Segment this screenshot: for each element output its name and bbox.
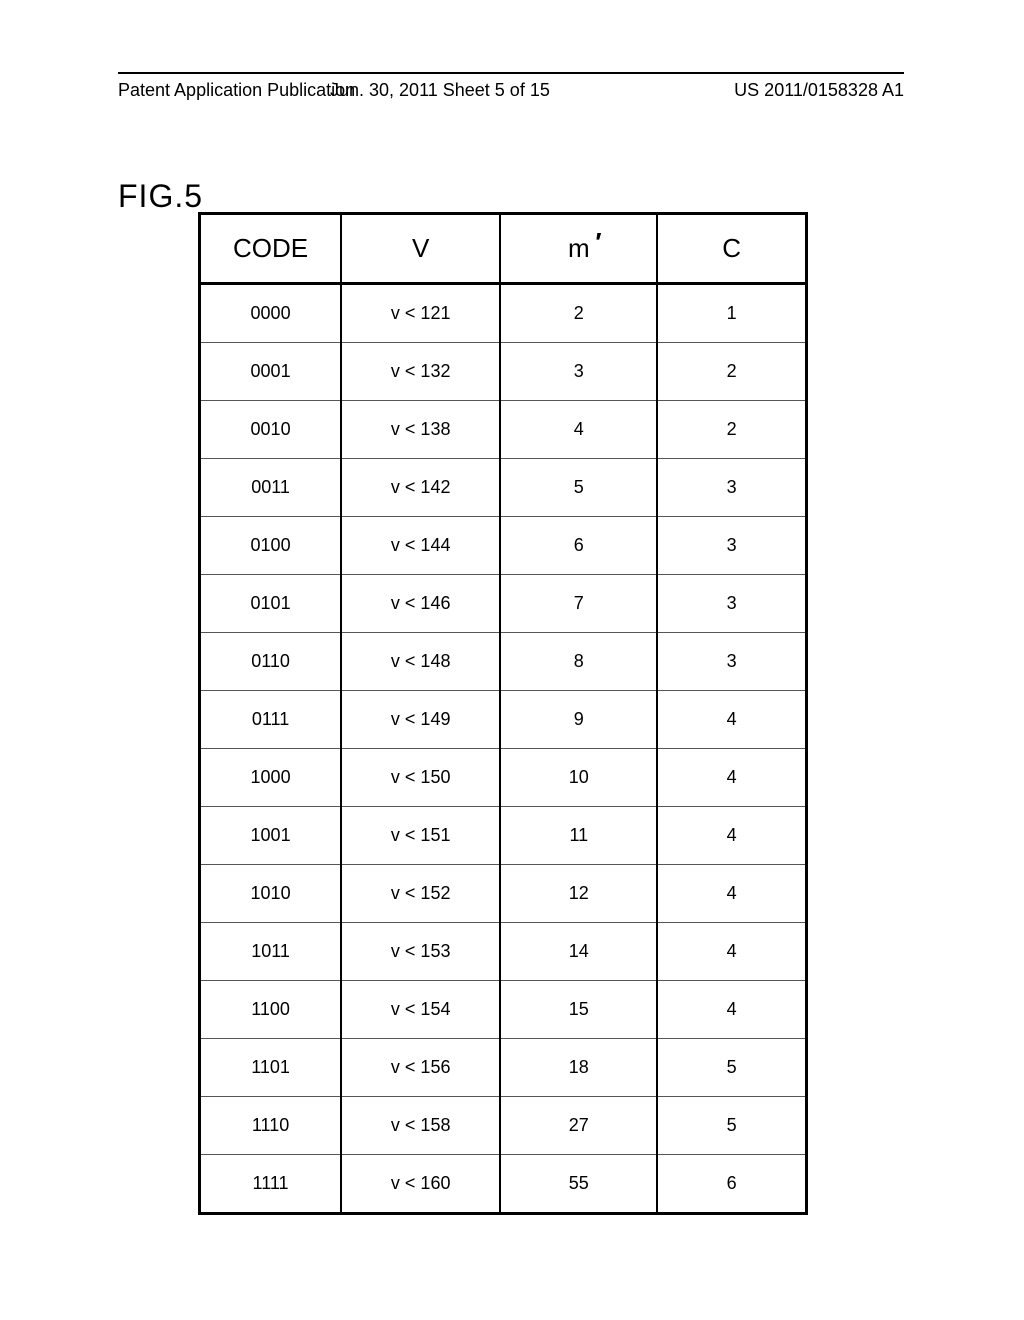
- cell-m: 8: [500, 633, 657, 691]
- cell-v: v < 154: [341, 981, 500, 1039]
- cell-c: 6: [657, 1155, 806, 1214]
- table-row: 1000v < 150104: [200, 749, 807, 807]
- table-row: 1101v < 156185: [200, 1039, 807, 1097]
- cell-m: 14: [500, 923, 657, 981]
- cell-v: v < 138: [341, 401, 500, 459]
- cell-v: v < 153: [341, 923, 500, 981]
- cell-c: 2: [657, 401, 806, 459]
- m-label: m: [568, 233, 590, 263]
- cell-c: 4: [657, 749, 806, 807]
- table-row: 0011v < 14253: [200, 459, 807, 517]
- cell-v: v < 146: [341, 575, 500, 633]
- cell-v: v < 156: [341, 1039, 500, 1097]
- cell-code: 0010: [200, 401, 342, 459]
- cell-v: v < 132: [341, 343, 500, 401]
- table-row: 1100v < 154154: [200, 981, 807, 1039]
- cell-code: 1001: [200, 807, 342, 865]
- cell-c: 4: [657, 807, 806, 865]
- table-row: 1110v < 158275: [200, 1097, 807, 1155]
- table-row: 0101v < 14673: [200, 575, 807, 633]
- table-row: 0010v < 13842: [200, 401, 807, 459]
- cell-code: 0100: [200, 517, 342, 575]
- table-row: 1010v < 152124: [200, 865, 807, 923]
- header-divider: [118, 72, 904, 74]
- cell-m: 6: [500, 517, 657, 575]
- cell-code: 0110: [200, 633, 342, 691]
- table-row: 1111v < 160556: [200, 1155, 807, 1214]
- cell-v: v < 142: [341, 459, 500, 517]
- cell-code: 0101: [200, 575, 342, 633]
- cell-v: v < 144: [341, 517, 500, 575]
- table-row: 0000v < 12121: [200, 284, 807, 343]
- cell-v: v < 148: [341, 633, 500, 691]
- figure-label: FIG.5: [118, 178, 203, 215]
- cell-code: 1110: [200, 1097, 342, 1155]
- cell-m: 18: [500, 1039, 657, 1097]
- cell-c: 4: [657, 865, 806, 923]
- cell-v: v < 150: [341, 749, 500, 807]
- cell-code: 1011: [200, 923, 342, 981]
- cell-code: 0000: [200, 284, 342, 343]
- cell-c: 5: [657, 1039, 806, 1097]
- header-publication-type: Patent Application Publication: [118, 80, 355, 101]
- code-table: CODE V m′ C 0000v < 121210001v < 1323200…: [198, 212, 808, 1215]
- cell-code: 1010: [200, 865, 342, 923]
- cell-c: 4: [657, 923, 806, 981]
- header-patent-number: US 2011/0158328 A1: [734, 80, 904, 101]
- cell-c: 2: [657, 343, 806, 401]
- cell-code: 1111: [200, 1155, 342, 1214]
- cell-v: v < 121: [341, 284, 500, 343]
- cell-m: 11: [500, 807, 657, 865]
- table-row: 0110v < 14883: [200, 633, 807, 691]
- cell-code: 0011: [200, 459, 342, 517]
- cell-v: v < 160: [341, 1155, 500, 1214]
- cell-m: 2: [500, 284, 657, 343]
- cell-m: 3: [500, 343, 657, 401]
- cell-v: v < 149: [341, 691, 500, 749]
- prime-symbol: ′: [595, 227, 601, 258]
- cell-c: 3: [657, 633, 806, 691]
- table-header-row: CODE V m′ C: [200, 214, 807, 284]
- cell-m: 27: [500, 1097, 657, 1155]
- cell-m: 9: [500, 691, 657, 749]
- table-row: 0100v < 14463: [200, 517, 807, 575]
- cell-code: 1000: [200, 749, 342, 807]
- cell-m: 55: [500, 1155, 657, 1214]
- cell-c: 4: [657, 691, 806, 749]
- cell-m: 4: [500, 401, 657, 459]
- cell-code: 0001: [200, 343, 342, 401]
- cell-m: 5: [500, 459, 657, 517]
- cell-c: 5: [657, 1097, 806, 1155]
- cell-v: v < 152: [341, 865, 500, 923]
- cell-v: v < 151: [341, 807, 500, 865]
- table-row: 1001v < 151114: [200, 807, 807, 865]
- cell-m: 7: [500, 575, 657, 633]
- cell-c: 3: [657, 575, 806, 633]
- header-date-sheet: Jun. 30, 2011 Sheet 5 of 15: [330, 80, 550, 101]
- column-header-m-prime: m′: [500, 214, 657, 284]
- column-header-c: C: [657, 214, 806, 284]
- cell-c: 3: [657, 459, 806, 517]
- cell-code: 1100: [200, 981, 342, 1039]
- cell-c: 4: [657, 981, 806, 1039]
- cell-v: v < 158: [341, 1097, 500, 1155]
- column-header-code: CODE: [200, 214, 342, 284]
- cell-m: 10: [500, 749, 657, 807]
- cell-m: 12: [500, 865, 657, 923]
- table-row: 0111v < 14994: [200, 691, 807, 749]
- cell-c: 1: [657, 284, 806, 343]
- table-row: 0001v < 13232: [200, 343, 807, 401]
- table-row: 1011v < 153144: [200, 923, 807, 981]
- cell-c: 3: [657, 517, 806, 575]
- cell-code: 1101: [200, 1039, 342, 1097]
- column-header-v: V: [341, 214, 500, 284]
- cell-m: 15: [500, 981, 657, 1039]
- cell-code: 0111: [200, 691, 342, 749]
